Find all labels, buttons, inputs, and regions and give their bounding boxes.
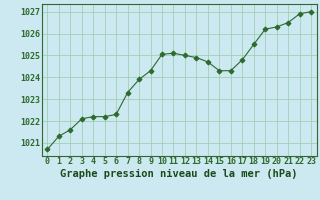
X-axis label: Graphe pression niveau de la mer (hPa): Graphe pression niveau de la mer (hPa): [60, 169, 298, 179]
